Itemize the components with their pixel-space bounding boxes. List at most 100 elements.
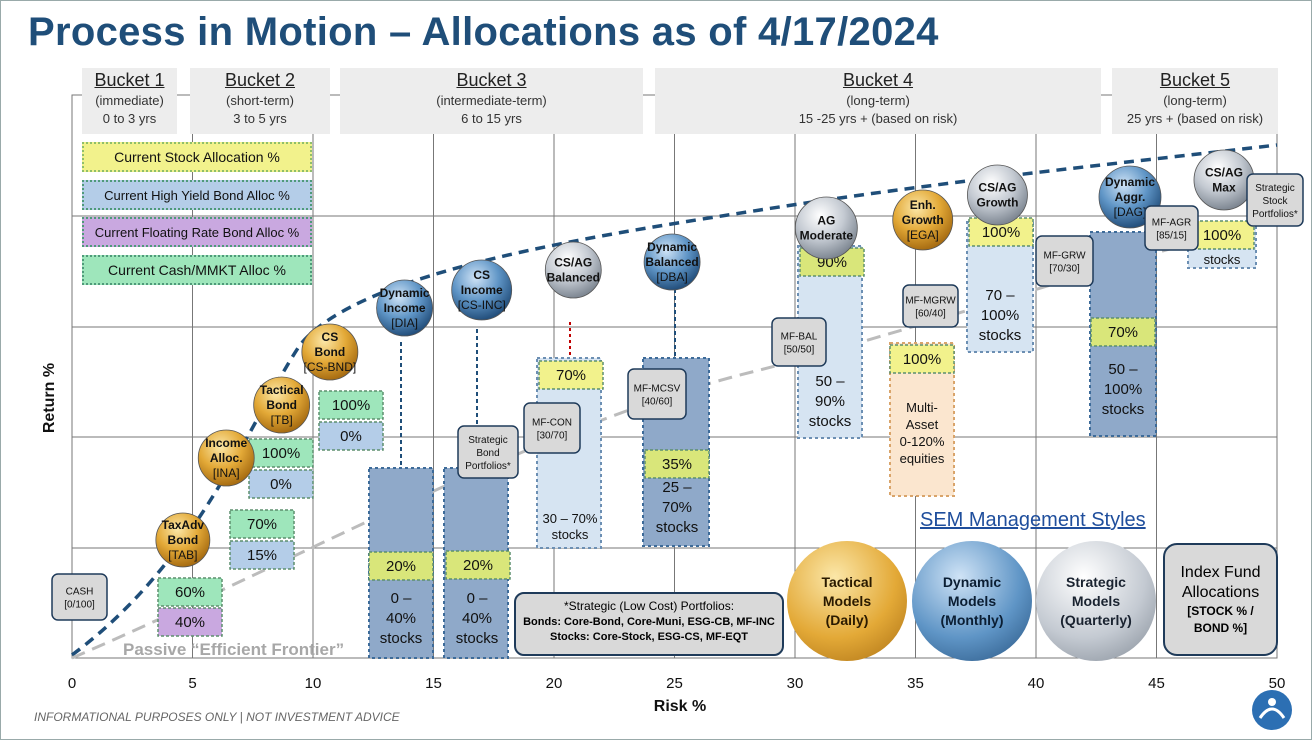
- fund-circle: [451, 259, 513, 321]
- high-yield-pill: [318, 421, 384, 451]
- fund-circle-label: [DBA]: [656, 270, 687, 284]
- dynamic-line-3: (Monthly): [940, 611, 1004, 628]
- efficient-frontier-curve: [70, 143, 1278, 657]
- passive-frontier-label: Passive “Efficient Frontier”: [123, 640, 344, 659]
- fund-circle-label: [TB]: [271, 413, 293, 427]
- fund-box-label: Portfolios*: [1252, 209, 1298, 220]
- fund-circle-label: Aggr.: [1115, 190, 1146, 204]
- fund-box-label: MF-GRW: [1043, 251, 1086, 262]
- stock-pill-label: 35%: [662, 456, 692, 473]
- stock-pill: [445, 550, 511, 580]
- stock-pill-label: 100%: [1203, 227, 1241, 244]
- bucket-1-header: Bucket 1 (immediate) 0 to 3 yrs: [82, 68, 177, 134]
- fund-circle-label: Bond: [315, 345, 346, 359]
- fund-circle-label: [INA]: [213, 466, 240, 480]
- bucket-1-range: 0 to 3 yrs: [102, 111, 157, 126]
- fund-circle-label: Max: [1212, 181, 1236, 195]
- strategic-note-title: *Strategic (Low Cost) Portfolios:: [563, 599, 735, 613]
- company-logo: [1252, 690, 1292, 730]
- bucket-3-header: Bucket 3 (intermediate-term) 6 to 15 yrs: [340, 68, 643, 134]
- range-text: 100%: [1104, 381, 1142, 398]
- range-text: equities: [900, 451, 945, 466]
- cash-pill-label: 70%: [247, 516, 277, 533]
- fund-box: [457, 425, 519, 479]
- fund-box-label: MF-CON: [532, 418, 572, 429]
- range-text: stocks: [1102, 401, 1145, 418]
- fund-box: [523, 402, 581, 454]
- range-text: 100%: [981, 307, 1019, 324]
- fund-circle-label: Balanced: [547, 271, 600, 285]
- fund-circle-label: [DIA]: [391, 316, 418, 330]
- fund-box-label: CASH: [66, 587, 94, 598]
- strategic-line-3: (Quarterly): [1060, 611, 1132, 628]
- fund-circle-label: CS: [322, 330, 339, 344]
- fund-circle-label: Dynamic: [380, 286, 430, 300]
- range-text: stocks: [809, 413, 852, 430]
- x-tick-label: 5: [188, 675, 196, 692]
- range-text: stocks: [380, 630, 423, 647]
- fund-circle-label: [CS-INC]: [458, 298, 506, 312]
- dynamic-models-circle: Dynamic Models (Monthly): [912, 541, 1032, 661]
- bucket-1-sub: (immediate): [95, 93, 164, 108]
- high-yield-pill-label: 15%: [247, 547, 277, 564]
- fund-circle: [967, 164, 1028, 226]
- fund-circle-label: Income: [384, 301, 426, 315]
- legend-high-yield: Current High Yield Bond Alloc %: [82, 180, 312, 210]
- fund-circle-label: [EGA]: [907, 228, 939, 242]
- bucket-4-range: 15 -25 yrs + (based on risk): [798, 111, 958, 126]
- bucket-4-sub: (long-term): [846, 93, 910, 108]
- strategic-note-bonds: Bonds: Core-Bond, Core-Muni, ESG-CB, MF-…: [523, 616, 775, 628]
- bucket-5-range: 25 yrs + (based on risk): [1126, 111, 1264, 126]
- fund-circle-label: [CS-BND]: [304, 360, 357, 374]
- range-text: 50 –: [815, 373, 845, 390]
- cash-pill: [248, 438, 314, 468]
- fund-circle-label: [TAB]: [168, 548, 197, 562]
- cash-pill-label: 100%: [332, 397, 370, 414]
- fund-circle-label: CS/AG: [1205, 166, 1243, 180]
- stock-pill: [1090, 317, 1156, 347]
- fund-circle-label: Bond: [266, 398, 297, 412]
- fund-circle: [197, 429, 255, 487]
- fund-circle: [376, 279, 433, 337]
- fund-box: [771, 317, 827, 367]
- x-tick-label: 40: [1028, 675, 1045, 692]
- stock-pill-label: 20%: [463, 557, 493, 574]
- fund-circle-label: Growth: [902, 213, 944, 227]
- fund-box-label: MF-AGR: [1152, 218, 1191, 229]
- fund-circle-label: Dynamic: [1105, 175, 1155, 189]
- fund-box-label: Strategic: [1255, 183, 1294, 194]
- floating-rate-pill: [157, 607, 223, 637]
- fund-circle: [301, 323, 359, 381]
- fund-box-label: MF-MCSV: [634, 384, 681, 395]
- index-line-1: Index Fund: [1180, 564, 1261, 581]
- floating-rate-pill-label: 40%: [175, 614, 205, 631]
- stock-pill-label: 70%: [1108, 324, 1138, 341]
- high-yield-pill-label: 0%: [340, 428, 362, 445]
- fund-circle-label: AG: [817, 214, 835, 228]
- range-text: 70%: [662, 499, 692, 516]
- strategic-portfolios-note: *Strategic (Low Cost) Portfolios: Bonds:…: [514, 592, 784, 656]
- tactical-line-2: Models: [822, 592, 872, 609]
- fund-box: [1035, 235, 1094, 287]
- range-text: 40%: [462, 610, 492, 627]
- range-text: stocks: [456, 630, 499, 647]
- range-text: 0 –: [391, 590, 413, 607]
- legend-floating-rate: Current Floating Rate Bond Alloc %: [82, 217, 312, 247]
- fund-circle-label: Enh.: [910, 198, 936, 212]
- x-axis-label: Risk %: [654, 698, 706, 715]
- stock-pill-label: 70%: [556, 367, 586, 384]
- bucket-3-title: Bucket 3: [456, 70, 527, 90]
- fund-circle-label: Balanced: [645, 255, 698, 269]
- x-tick-label: 50: [1269, 675, 1286, 692]
- bucket-4-header: Bucket 4 (long-term) 15 -25 yrs + (based…: [655, 68, 1101, 134]
- fund-circle-label: CS/AG: [554, 256, 592, 270]
- fund-circle: [155, 512, 211, 568]
- strategic-note-stocks: Stocks: Core-Stock, ESG-CS, MF-EQT: [549, 631, 749, 643]
- x-tick-label: 20: [546, 675, 563, 692]
- stock-pill-label: 100%: [903, 351, 941, 368]
- stock-pill: [644, 449, 710, 479]
- dynamic-line-2: Models: [947, 592, 997, 609]
- range-text: 25 –: [662, 479, 692, 496]
- cash-pill-label: 60%: [175, 584, 205, 601]
- fund-box: [51, 573, 108, 621]
